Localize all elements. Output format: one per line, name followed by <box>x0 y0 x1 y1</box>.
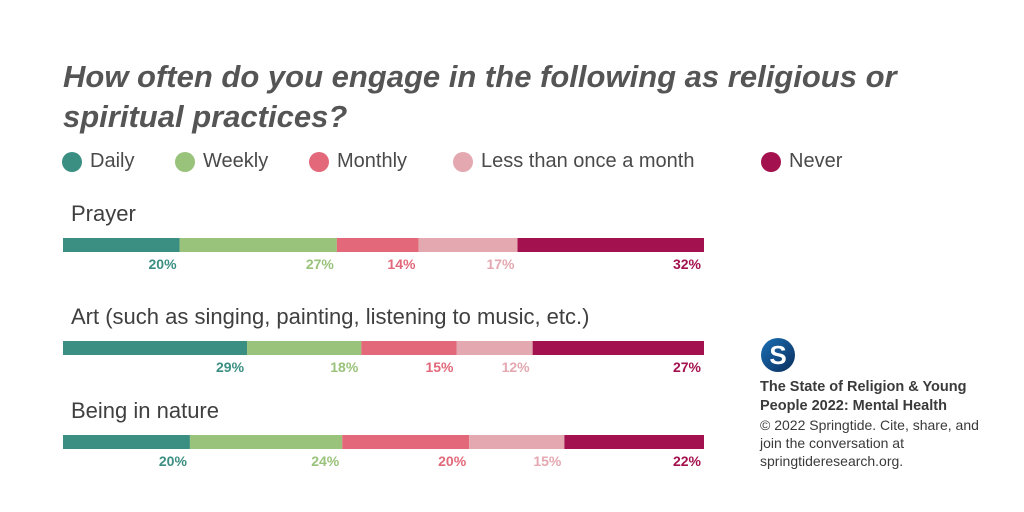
legend-item-daily: Daily <box>62 150 134 173</box>
bar-segment-prayer-less-than-monthly <box>418 238 518 252</box>
legend-swatch-daily <box>62 151 82 172</box>
springtide-logo-icon: S <box>761 338 795 372</box>
legend-label-less-than-monthly: Less than once a month <box>481 150 695 172</box>
data-label-nature-monthly: 20% <box>438 453 467 469</box>
data-label-prayer-monthly: 14% <box>387 256 416 272</box>
data-label-nature-less-than-monthly: 15% <box>533 453 562 469</box>
bar-segment-prayer-never <box>517 238 704 252</box>
bar-segment-prayer-monthly <box>336 238 419 252</box>
legend-item-less-than-monthly: Less than once a month <box>453 150 694 173</box>
chart-title: How often do you engage in the following… <box>63 59 897 134</box>
data-label-prayer-less-than-monthly: 17% <box>486 256 515 272</box>
data-label-nature-never: 22% <box>673 453 702 469</box>
category-label-art: Art (such as singing, painting, listenin… <box>71 304 590 329</box>
legend-label-daily: Daily <box>90 150 135 172</box>
source-title: The State of Religion & Young People 202… <box>760 379 967 414</box>
category-label-nature: Being in nature <box>71 398 219 423</box>
bar-segment-nature-monthly <box>342 435 470 449</box>
bar-segment-art-monthly <box>361 341 457 355</box>
logo-letter: S <box>769 340 786 370</box>
bar-segment-nature-daily <box>63 435 190 449</box>
source-credit: © 2022 Springtide. Cite, share, and join… <box>760 417 979 469</box>
legend-label-weekly: Weekly <box>203 150 269 172</box>
bar-segment-art-daily <box>63 341 248 355</box>
legend-item-never: Never <box>761 150 842 173</box>
category-label-prayer: Prayer <box>71 201 136 226</box>
data-label-prayer-daily: 20% <box>149 256 178 272</box>
data-label-nature-daily: 20% <box>159 453 188 469</box>
bar-segment-prayer-daily <box>63 238 180 252</box>
bar-segment-nature-weekly <box>189 435 343 449</box>
bar-segment-art-less-than-monthly <box>456 341 533 355</box>
bar-segment-prayer-weekly <box>179 238 337 252</box>
data-label-art-less-than-monthly: 12% <box>502 359 531 375</box>
legend-item-weekly: Weekly <box>175 150 268 173</box>
legend-label-monthly: Monthly <box>337 150 408 172</box>
legend-swatch-weekly <box>175 151 195 172</box>
legend-swatch-less-than-monthly <box>453 151 473 172</box>
legend-swatch-monthly <box>309 151 329 172</box>
bar-segment-art-weekly <box>247 341 362 355</box>
bar-segment-nature-never <box>564 435 704 449</box>
data-label-art-monthly: 15% <box>425 359 454 375</box>
data-label-nature-weekly: 24% <box>311 453 340 469</box>
data-label-art-daily: 29% <box>216 359 245 375</box>
data-label-prayer-never: 32% <box>673 256 702 272</box>
legend-label-never: Never <box>789 150 843 172</box>
legend-swatch-never <box>761 151 781 172</box>
data-label-art-weekly: 18% <box>330 359 359 375</box>
data-label-art-never: 27% <box>673 359 702 375</box>
legend: Daily Weekly Monthly Less than once a mo… <box>62 150 962 180</box>
data-label-prayer-weekly: 27% <box>306 256 335 272</box>
bar-segment-nature-less-than-monthly <box>469 435 565 449</box>
bar-segment-art-never <box>532 341 704 355</box>
legend-item-monthly: Monthly <box>309 150 407 173</box>
